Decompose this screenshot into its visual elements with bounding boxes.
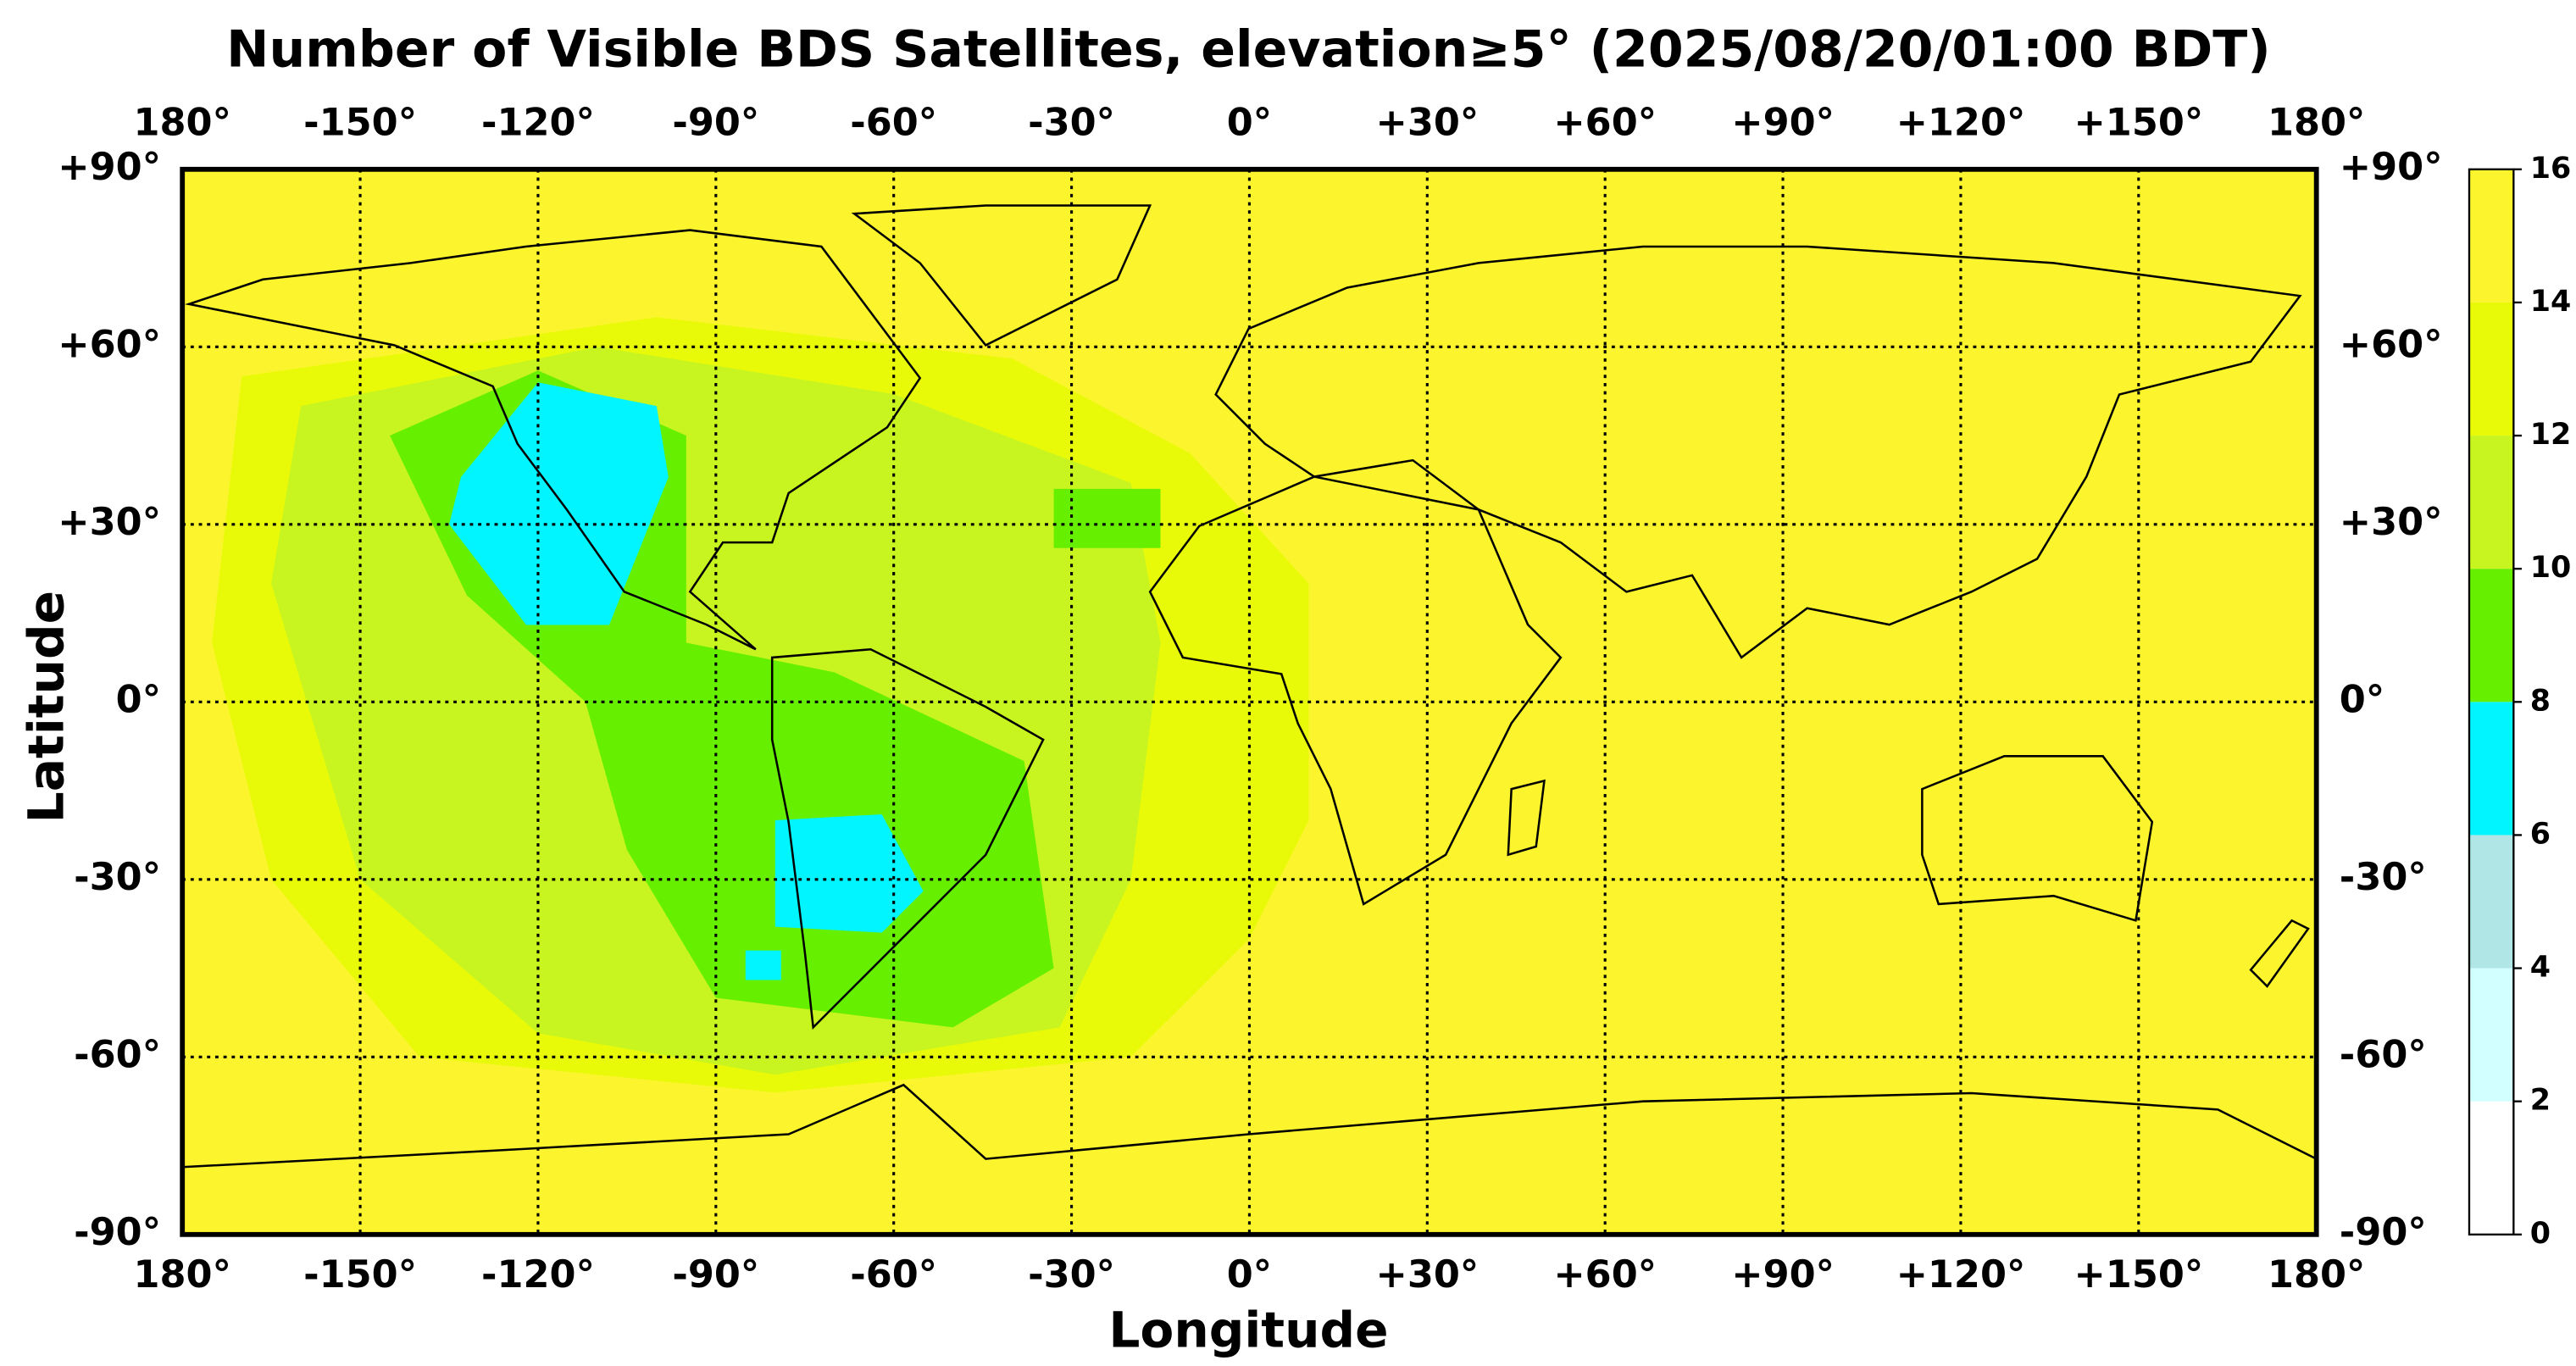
colorbar-tick-label: 10: [2530, 551, 2572, 585]
colorbar-bin: [2468, 702, 2514, 836]
colorbar-bin: [2468, 302, 2514, 436]
x-tick-label: -30°: [1028, 1252, 1115, 1297]
x-tick-label: 0°: [1227, 1252, 1272, 1297]
colorbar-tick-label: 6: [2530, 817, 2551, 851]
y-tick-label: +30°: [58, 500, 161, 544]
coastline: [1148, 475, 1563, 906]
coastline: [1214, 245, 2302, 659]
tick-labels: 180° 180° -150° -150° -120° -120° -90° -90° -60°…: [58, 100, 2442, 1297]
colorbar-tick-label: 4: [2530, 951, 2551, 985]
coastline: [1507, 779, 1546, 857]
x-tick-label: 180°: [2268, 1252, 2365, 1297]
x-tick-label: +120°: [1896, 100, 2026, 144]
visibility-region: [745, 950, 781, 980]
y-tick-label: -30°: [74, 855, 161, 899]
coastline: [185, 229, 922, 651]
x-tick-label: -60°: [850, 1252, 937, 1297]
x-tick-label: -90°: [672, 100, 759, 144]
x-tick-label: +120°: [1896, 1252, 2026, 1297]
colorbar-bin: [2468, 1101, 2514, 1235]
x-axis-label: Longitude: [1108, 1301, 1388, 1358]
x-tick-label: +90°: [1731, 1252, 1835, 1297]
y-tick-label: +60°: [58, 322, 161, 366]
x-tick-label: 180°: [134, 1252, 231, 1297]
x-tick-label: +30°: [1375, 1252, 1479, 1297]
visibility-region: [449, 382, 669, 625]
x-tick-label: +60°: [1553, 100, 1657, 144]
colorbar: 0 2 4 6 8 10 12 14 16: [2468, 152, 2572, 1251]
y-tick-label: 0°: [2340, 677, 2384, 721]
y-tick-label: -90°: [74, 1210, 161, 1254]
colorbar-tick-label: 12: [2530, 418, 2572, 452]
y-tick-label: +90°: [58, 145, 161, 189]
x-tick-label: -90°: [672, 1252, 759, 1297]
x-tick-label: +150°: [2074, 1252, 2203, 1297]
y-tick-label: +90°: [2340, 145, 2443, 189]
coastline: [851, 204, 1152, 347]
colorbar-bin: [2468, 569, 2514, 702]
x-tick-label: -60°: [850, 100, 937, 144]
coastline: [2249, 919, 2310, 988]
x-tick-label: -30°: [1028, 100, 1115, 144]
colorbar-bin: [2468, 835, 2514, 969]
x-tick-label: -120°: [481, 100, 595, 144]
y-tick-label: 0°: [116, 677, 161, 721]
colorbar-tick-label: 8: [2530, 684, 2551, 718]
x-tick-label: -120°: [481, 1252, 595, 1297]
y-tick-label: +30°: [2340, 500, 2443, 544]
colorbar-bin: [2468, 968, 2514, 1102]
y-tick-label: -60°: [74, 1032, 161, 1076]
x-tick-label: 0°: [1227, 100, 1272, 144]
x-tick-label: 180°: [2268, 100, 2365, 144]
visibility-region: [1053, 488, 1161, 548]
x-tick-label: +30°: [1375, 100, 1479, 144]
x-tick-label: +90°: [1731, 100, 1835, 144]
y-tick-label: -60°: [2340, 1032, 2427, 1076]
map-title: Number of Visible BDS Satellites, elevat…: [226, 20, 2271, 80]
colorbar-tick-label: 14: [2530, 285, 2572, 319]
x-tick-label: +150°: [2074, 100, 2203, 144]
map-frame: [180, 166, 2319, 1237]
colorbar-tick-label: 16: [2530, 152, 2572, 186]
coastline: [1921, 755, 2154, 922]
grid: [182, 169, 2317, 1235]
colorbar-bin: [2468, 169, 2514, 303]
y-axis-label: Latitude: [17, 591, 75, 823]
y-tick-label: +60°: [2340, 322, 2443, 366]
colorbar-tick-label: 0: [2530, 1217, 2551, 1251]
y-tick-label: -90°: [2340, 1210, 2427, 1254]
colorbar-bin: [2468, 436, 2514, 569]
visibility-region: [774, 813, 924, 933]
x-tick-label: -150°: [303, 100, 417, 144]
x-tick-label: +60°: [1553, 1252, 1657, 1297]
coastline: [770, 647, 1045, 1030]
y-tick-label: -30°: [2340, 855, 2427, 899]
x-tick-label: 180°: [134, 100, 231, 144]
x-tick-label: -150°: [303, 1252, 417, 1297]
colorbar-tick-label: 2: [2530, 1084, 2551, 1118]
